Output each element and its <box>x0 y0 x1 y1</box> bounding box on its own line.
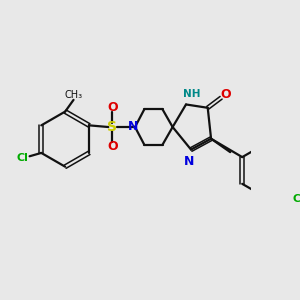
Text: N: N <box>128 120 139 133</box>
Text: Cl: Cl <box>292 194 300 204</box>
Text: NH: NH <box>183 89 200 99</box>
Text: O: O <box>107 101 118 114</box>
Text: O: O <box>220 88 231 101</box>
Text: S: S <box>107 120 118 134</box>
Text: CH₃: CH₃ <box>64 90 82 100</box>
Text: Cl: Cl <box>17 153 29 163</box>
Text: N: N <box>184 154 194 168</box>
Text: O: O <box>107 140 118 153</box>
